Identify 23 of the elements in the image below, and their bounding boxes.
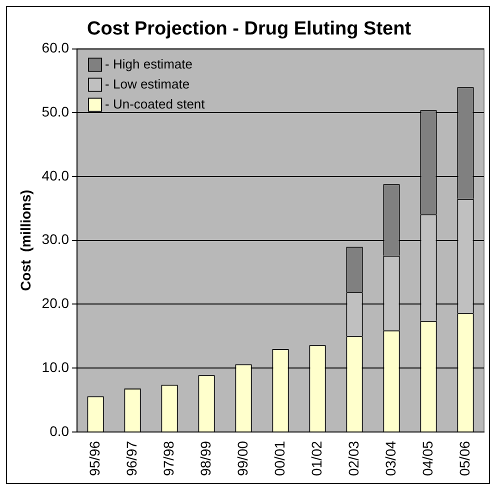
x-tick-label: 96/97: [123, 440, 140, 476]
legend-label: - Un-coated stent: [105, 96, 206, 112]
x-tick-label: 01/02: [308, 440, 324, 476]
x-tick-label: 95/96: [86, 440, 102, 476]
x-tick-label: 04/05: [419, 440, 436, 476]
x-tick-label: 00/01: [271, 440, 288, 476]
y-tick-label: 20.0: [42, 295, 70, 312]
y-tick-label: 40.0: [42, 167, 70, 184]
x-tick-label: 97/98: [160, 440, 176, 476]
legend-label: - High estimate: [105, 56, 192, 72]
x-tick-label: 98/99: [197, 440, 214, 476]
y-tick-label: 30.0: [42, 231, 70, 248]
x-tick-label: 05/06: [456, 440, 472, 476]
legend-label: - Low estimate: [105, 76, 190, 92]
y-axis-title: Cost (millions): [17, 190, 34, 291]
x-tick-label: 99/00: [234, 440, 250, 476]
y-tick-label: 10.0: [42, 358, 70, 375]
y-tick-label: 60.0: [42, 40, 70, 56]
y-tick-label: 0.0: [50, 422, 70, 439]
x-tick-label: 02/03: [345, 440, 362, 476]
x-tick-label: 03/04: [382, 440, 398, 476]
y-tick-label: 50.0: [42, 104, 70, 120]
chart-title: Cost Projection - Drug Eluting Stent: [86, 18, 412, 40]
